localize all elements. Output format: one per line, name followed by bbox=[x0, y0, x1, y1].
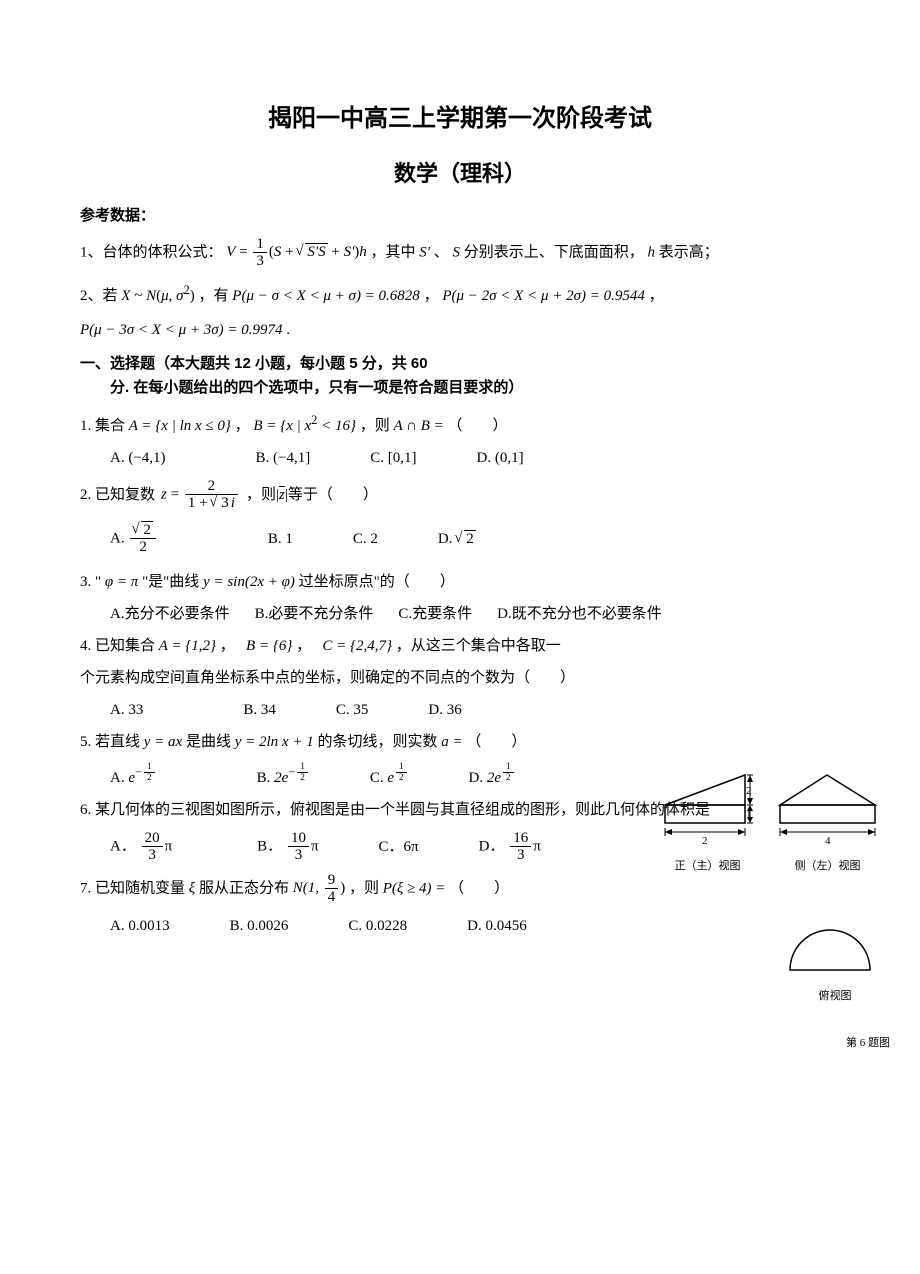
q1-options: A. (−4,1) B. (−4,1] C. [0,1] D. (0,1] bbox=[110, 446, 840, 470]
ref-item-3: P(μ − 3σ < X < μ + 3σ) = 0.9974 . bbox=[80, 318, 840, 342]
front-view-label: 正（主）视图 bbox=[660, 858, 755, 876]
top-view-label: 俯视图 bbox=[780, 988, 890, 1006]
question-2: 2. 已知复数 z = 2 1 + 3i ，则 |z| 等于（ ） bbox=[80, 478, 840, 512]
q4-opt-a: A. 33 bbox=[110, 698, 143, 722]
q7-opt-c: C. 0.0228 bbox=[348, 914, 407, 938]
q4-opt-c: C. 35 bbox=[336, 698, 369, 722]
q1-opt-c: C. [0,1] bbox=[370, 446, 416, 470]
q5-opt-d: D. 2e12 bbox=[469, 762, 516, 790]
question-1: 1. 集合 A = {x | ln x ≤ 0} ， B = {x | x2 <… bbox=[80, 410, 840, 438]
front-view-icon: 2 2 1 bbox=[660, 770, 755, 848]
q7-options: A. 0.0013 B. 0.0026 C. 0.0228 D. 0.0456 bbox=[110, 914, 840, 938]
q3-opt-d: D.既不充分也不必要条件 bbox=[497, 602, 662, 626]
q2-options: A. 22 B. 1 C. 2 D. 2 bbox=[110, 522, 840, 556]
q5-opt-a: A. e−12 bbox=[110, 762, 157, 790]
q7-opt-b: B. 0.0026 bbox=[230, 914, 289, 938]
page-subtitle: 数学（理科） bbox=[80, 156, 840, 191]
svg-text:4: 4 bbox=[825, 835, 831, 847]
page-title: 揭阳一中高三上学期第一次阶段考试 bbox=[80, 100, 840, 138]
ref-item-2: 2、若 X ~ N(μ, σ2) ，有 P(μ − σ < X < μ + σ)… bbox=[80, 280, 840, 308]
q4-options: A. 33 B. 34 C. 35 D. 36 bbox=[110, 698, 840, 722]
q1-opt-a: A. (−4,1) bbox=[110, 446, 166, 470]
q3-opt-a: A.充分不必要条件 bbox=[110, 602, 230, 626]
question-7: 7. 已知随机变量 ξ 服从正态分布 N(1, 94) ，则 P(ξ ≥ 4) … bbox=[80, 872, 840, 906]
q6-opt-a: A． 203π bbox=[110, 830, 172, 864]
reference-heading: 参考数据： bbox=[80, 204, 840, 228]
question-4: 4. 已知集合 A = {1,2} ， B = {6} ， C = {2,4,7… bbox=[80, 634, 840, 658]
section-1-heading: 一、选择题（本大题共 12 小题，每小题 5 分，共 60 分. 在每小题给出的… bbox=[110, 352, 840, 400]
q7-opt-a: A. 0.0013 bbox=[110, 914, 170, 938]
front-view: 2 2 1 正（主）视图 bbox=[660, 770, 755, 876]
q4-opt-d: D. 36 bbox=[428, 698, 461, 722]
side-view-label: 侧（左）视图 bbox=[775, 858, 880, 876]
q2-opt-b: B. 1 bbox=[268, 527, 293, 551]
three-view-diagram: 2 2 1 正（主）视图 bbox=[660, 770, 890, 876]
q5-opt-b: B. 2e−12 bbox=[257, 762, 310, 790]
q3-opt-c: C.充要条件 bbox=[398, 602, 472, 626]
q2-opt-a: A. 22 bbox=[110, 522, 158, 556]
q6-opt-b: B． 103π bbox=[257, 830, 318, 864]
q1-opt-b: B. (−4,1] bbox=[256, 446, 311, 470]
ref-item-1: 1、台体的体积公式： V = 13(S + S'S + S')h ，其中 S' … bbox=[80, 236, 840, 270]
q2-opt-c: C. 2 bbox=[353, 527, 378, 551]
side-view-icon: 4 bbox=[775, 770, 880, 848]
q1-opt-d: D. (0,1] bbox=[477, 446, 524, 470]
q3-opt-b: B.必要不充分条件 bbox=[255, 602, 374, 626]
q4-opt-b: B. 34 bbox=[243, 698, 276, 722]
q5-opt-c: C. e12 bbox=[370, 762, 409, 790]
question-4-line2: 个元素构成空间直角坐标系中点的坐标，则确定的不同点的个数为（ ） bbox=[80, 666, 840, 690]
q7-opt-d: D. 0.0456 bbox=[467, 914, 527, 938]
q3-options: A.充分不必要条件 B.必要不充分条件 C.充要条件 D.既不充分也不必要条件 bbox=[110, 602, 840, 626]
svg-text:2: 2 bbox=[746, 785, 752, 797]
question-5: 5. 若直线 y = ax 是曲线 y = 2ln x + 1 的条切线，则实数… bbox=[80, 730, 840, 754]
top-view-icon bbox=[780, 920, 875, 978]
svg-text:2: 2 bbox=[702, 835, 708, 847]
q2-opt-d: D. 2 bbox=[438, 527, 476, 551]
question-3: 3. " φ = π "是"曲线 y = sin(2x + φ) 过坐标原点"的… bbox=[80, 570, 840, 594]
side-view: 4 侧（左）视图 bbox=[775, 770, 880, 876]
q6-opt-d: D． 163π bbox=[479, 830, 541, 864]
top-view: 俯视图 bbox=[780, 920, 890, 1006]
q6-opt-c: C．6π bbox=[379, 835, 419, 859]
diagram-caption: 第 6 题图 bbox=[846, 1035, 890, 1053]
svg-text:1: 1 bbox=[746, 809, 752, 821]
